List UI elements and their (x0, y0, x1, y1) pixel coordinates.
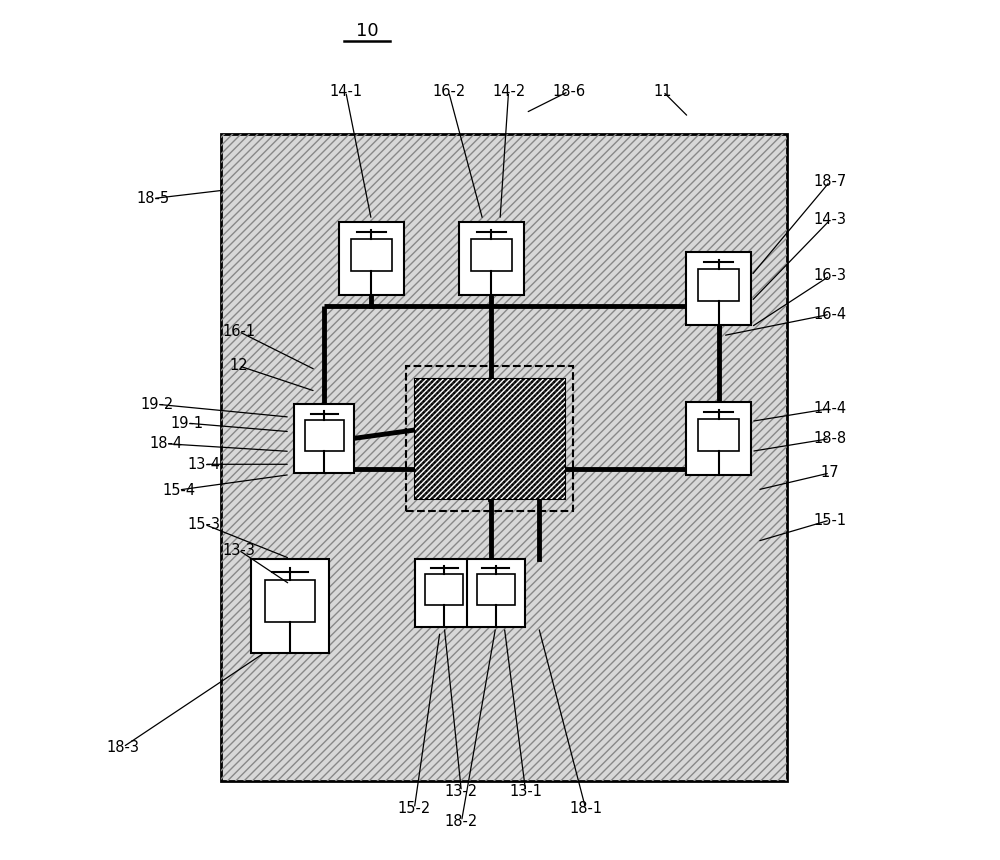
Text: 18-6: 18-6 (552, 84, 585, 99)
Bar (477, 574, 515, 605)
Text: 15-3: 15-3 (188, 517, 221, 531)
Bar (339, 222, 404, 295)
Bar (415, 559, 473, 627)
Text: 13-2: 13-2 (445, 784, 478, 799)
Text: 18-7: 18-7 (813, 174, 847, 189)
Text: 17: 17 (821, 465, 839, 481)
Text: 15-2: 15-2 (398, 802, 431, 816)
Bar (251, 559, 329, 653)
Text: 13-3: 13-3 (222, 543, 255, 557)
Bar (686, 402, 751, 475)
Text: 15-1: 15-1 (813, 513, 847, 527)
Text: 12: 12 (229, 359, 248, 373)
Text: 11: 11 (654, 84, 672, 99)
Bar (265, 580, 315, 623)
Bar (221, 134, 787, 782)
Text: 13-1: 13-1 (509, 784, 542, 799)
Text: 18-2: 18-2 (445, 814, 478, 829)
Text: 18-3: 18-3 (106, 740, 139, 755)
Text: 18-4: 18-4 (149, 436, 182, 452)
Text: 14-4: 14-4 (813, 401, 847, 416)
Text: 19-1: 19-1 (171, 415, 204, 431)
Text: 19-2: 19-2 (140, 396, 174, 412)
Bar (698, 268, 739, 301)
Bar (415, 378, 565, 499)
Bar (425, 574, 463, 605)
Text: 14-1: 14-1 (329, 84, 362, 99)
Bar (698, 419, 739, 452)
Bar (406, 366, 573, 512)
Text: 15-4: 15-4 (162, 482, 195, 497)
Text: 18-8: 18-8 (813, 431, 847, 446)
Text: 14-2: 14-2 (492, 84, 525, 99)
Text: 10: 10 (356, 22, 378, 40)
Bar (686, 252, 751, 325)
Bar (351, 238, 392, 271)
Text: 16-1: 16-1 (222, 324, 255, 339)
Bar (471, 238, 512, 271)
Text: 13-4: 13-4 (188, 457, 221, 472)
Text: 18-5: 18-5 (136, 191, 169, 206)
Bar (221, 134, 787, 782)
Bar (459, 222, 524, 295)
Text: 16-3: 16-3 (814, 268, 847, 283)
Text: 14-3: 14-3 (814, 212, 847, 228)
Bar (294, 404, 354, 473)
Text: 18-1: 18-1 (569, 802, 602, 816)
Text: 16-4: 16-4 (813, 307, 847, 322)
Bar (467, 559, 525, 627)
Bar (415, 378, 565, 499)
Bar (305, 420, 344, 451)
Text: 16-2: 16-2 (432, 84, 465, 99)
